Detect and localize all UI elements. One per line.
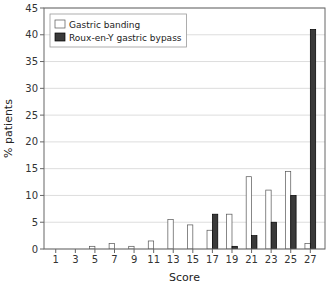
x-tick-label: 3 (72, 254, 78, 265)
x-tick-label: 15 (186, 254, 199, 265)
bar (109, 244, 114, 249)
y-tick-label: 30 (25, 83, 38, 94)
y-tick-label: 10 (25, 190, 38, 201)
x-tick-label: 7 (111, 254, 117, 265)
y-tick (40, 195, 44, 196)
grid-line (44, 88, 325, 89)
x-tick (173, 249, 174, 253)
x-tick-label: 9 (131, 254, 137, 265)
x-tick (251, 249, 252, 253)
grid-line (44, 115, 325, 116)
x-tick (310, 249, 311, 253)
legend-swatch (55, 20, 65, 28)
y-tick (40, 34, 44, 35)
x-tick (153, 249, 154, 253)
y-tick (40, 168, 44, 169)
bar (285, 171, 290, 249)
chart-container: 0510152025303540451357911131517192123252… (0, 0, 333, 287)
y-tick-label: 45 (25, 3, 38, 14)
bar (266, 190, 271, 249)
bar (246, 177, 251, 249)
x-tick-label: 21 (245, 254, 258, 265)
legend-swatch (55, 33, 65, 41)
y-tick (40, 115, 44, 116)
x-axis-label: Score (169, 271, 200, 284)
y-tick (40, 88, 44, 89)
x-tick (231, 249, 232, 253)
x-tick (134, 249, 135, 253)
y-tick-label: 15 (25, 163, 38, 174)
x-tick (192, 249, 193, 253)
grid-line (44, 168, 325, 169)
y-tick-label: 0 (32, 244, 38, 255)
x-tick-label: 13 (167, 254, 180, 265)
x-tick-label: 19 (226, 254, 239, 265)
bar (271, 222, 276, 249)
x-tick (271, 249, 272, 253)
chart: 0510152025303540451357911131517192123252… (0, 0, 333, 287)
x-tick-label: 17 (206, 254, 219, 265)
y-tick (40, 61, 44, 62)
bar (252, 236, 257, 249)
bar (227, 214, 232, 249)
bar (207, 230, 212, 249)
bar (148, 241, 153, 249)
y-tick (40, 141, 44, 142)
x-tick-label: 23 (265, 254, 278, 265)
x-tick (94, 249, 95, 253)
y-tick-label: 5 (32, 217, 38, 228)
grid (44, 8, 325, 249)
bars (90, 29, 316, 249)
legend-label: Roux-en-Y gastric bypass (69, 33, 182, 43)
bar (168, 220, 173, 249)
x-tick-label: 5 (92, 254, 98, 265)
y-tick (40, 8, 44, 9)
x-tick (290, 249, 291, 253)
x-tick-label: 27 (304, 254, 317, 265)
x-tick (212, 249, 213, 253)
y-tick-label: 25 (25, 110, 38, 121)
y-tick-label: 40 (25, 29, 38, 40)
x-tick-label: 25 (284, 254, 297, 265)
y-tick (40, 222, 44, 223)
y-tick (40, 249, 44, 250)
legend-label: Gastric banding (69, 20, 140, 30)
grid-line (44, 61, 325, 62)
bar (291, 195, 296, 249)
legend: Gastric banding Roux-en-Y gastric bypass (50, 14, 187, 47)
y-tick-label: 35 (25, 56, 38, 67)
x-tick (75, 249, 76, 253)
x-tick (114, 249, 115, 253)
y-tick-label: 20 (25, 136, 38, 147)
bar (212, 214, 217, 249)
grid-line (44, 141, 325, 142)
bar (187, 225, 192, 249)
x-tick-label: 1 (53, 254, 59, 265)
bar (310, 29, 315, 249)
x-tick (55, 249, 56, 253)
grid-line (44, 222, 325, 223)
legend-frame (50, 14, 187, 47)
x-tick-label: 11 (147, 254, 160, 265)
bar (305, 244, 310, 249)
plot-frame (44, 8, 325, 249)
y-axis-label: % patients (2, 99, 15, 158)
grid-line (44, 195, 325, 196)
